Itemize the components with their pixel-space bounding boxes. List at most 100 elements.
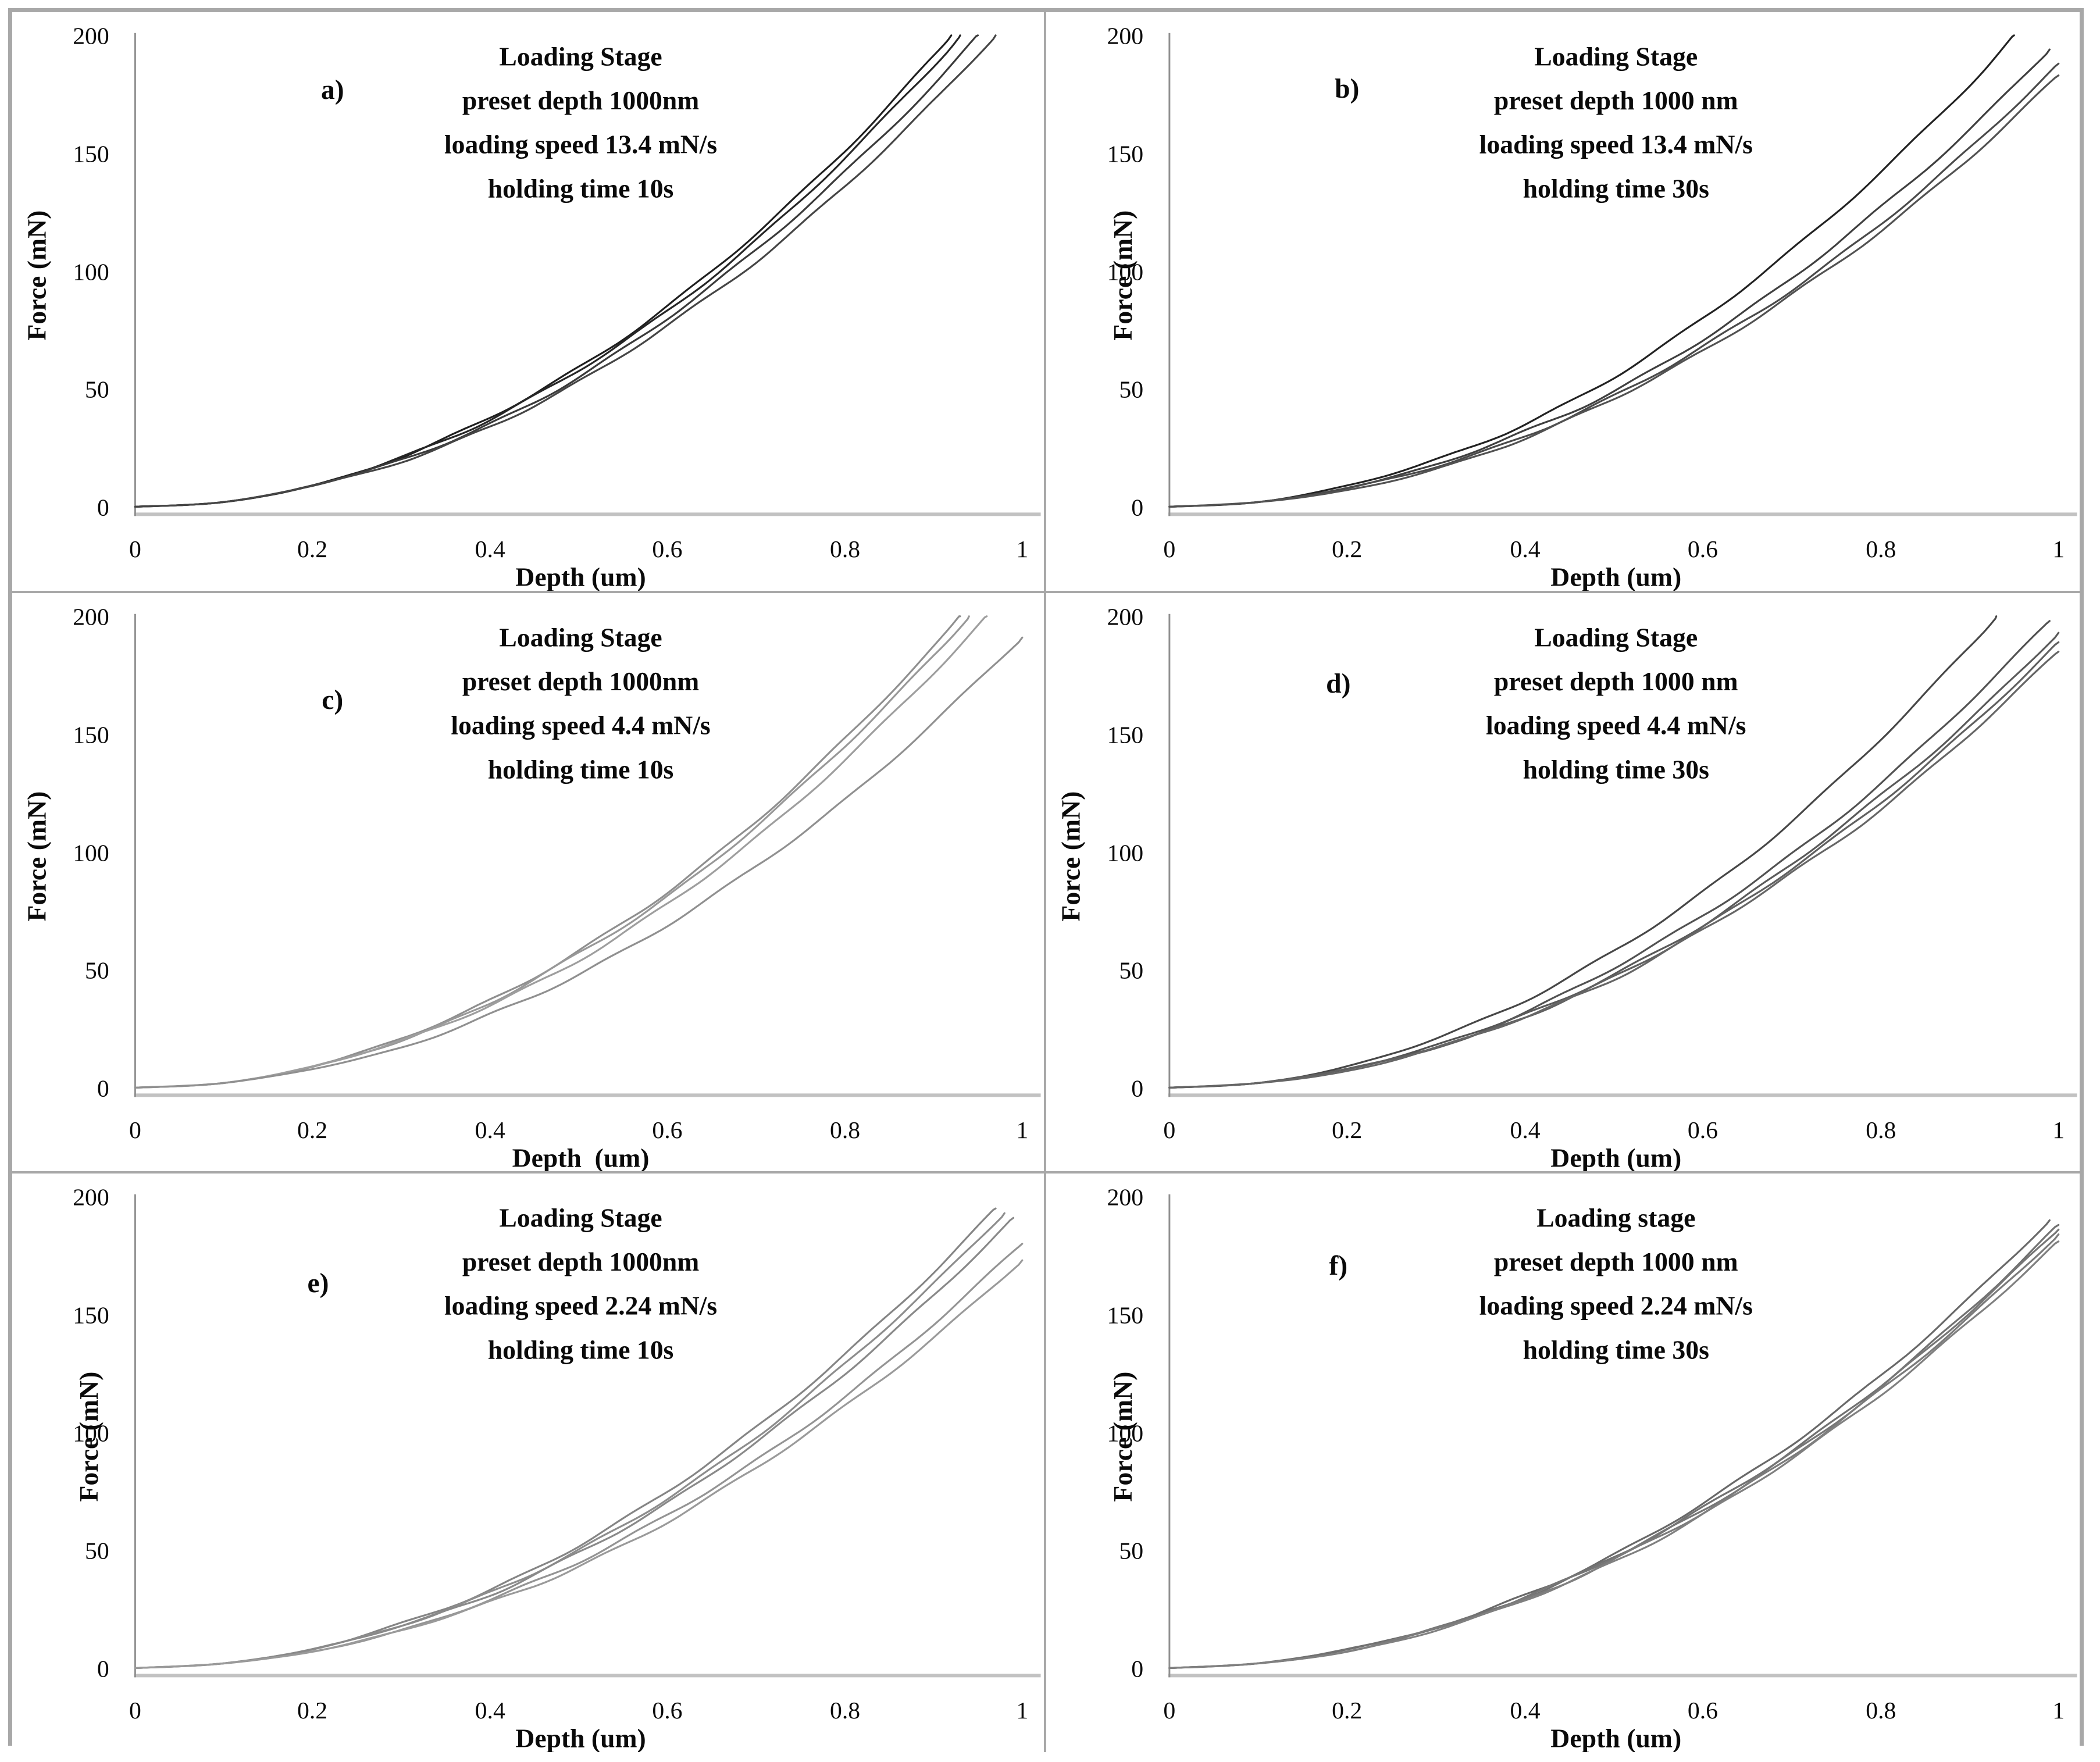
- x-tick-label: 0.8: [830, 1117, 860, 1144]
- y-tick-label: 200: [1107, 23, 1143, 50]
- y-axis-label: Force (mN): [22, 211, 52, 341]
- panel-title-line: holding time 10s: [488, 173, 674, 203]
- y-axis-label: Force (mN): [1108, 211, 1138, 341]
- loading-curve-indent-1: [134, 1207, 997, 1670]
- panel-title-line: holding time 30s: [1523, 754, 1709, 784]
- y-tick-label: 100: [73, 840, 109, 866]
- y-tick-label: 50: [1119, 376, 1143, 403]
- panel-title-line: loading speed 13.4 mN/s: [1479, 130, 1752, 159]
- x-tick-label: 0: [1163, 1117, 1175, 1144]
- loading-curve-indent-5: [1168, 1240, 2059, 1670]
- x-tick-label: 1: [2052, 536, 2065, 563]
- panel-title-line: holding time 10s: [488, 754, 674, 784]
- panel-c-cell: 0 50 100 150 200 0 0.2 0.4 0.6 0.8 1 Depth (um) Forc…: [12, 593, 1046, 1174]
- panel-a-chart: 0 50 100 150 200 0 0.2 0.4 0.6 0.8 1 Depth (um) Forc…: [22, 23, 1041, 591]
- x-tick-label: 1: [1016, 536, 1028, 563]
- y-tick-label: 150: [73, 141, 109, 168]
- y-tick-label: 200: [73, 23, 109, 50]
- x-tick-label: 0.8: [1866, 1117, 1896, 1144]
- loading-curve-indent-1: [1168, 615, 1997, 1089]
- x-tick-label: 0.2: [1332, 1117, 1362, 1144]
- x-tick-label: 0.8: [1866, 1697, 1896, 1724]
- x-axis-label: Depth (um): [1550, 562, 1681, 591]
- x-tick-label: 0.2: [297, 536, 327, 563]
- x-tick-label: 0.6: [652, 536, 682, 563]
- x-tick-label: 0: [1163, 1697, 1175, 1724]
- x-tick-label: 0.2: [297, 1697, 327, 1724]
- y-axis-label: Force (mN): [1108, 1372, 1138, 1502]
- panel-title-line: Loading Stage: [1534, 42, 1698, 72]
- y-tick-label: 50: [85, 957, 109, 984]
- x-tick-label: 0: [129, 1117, 141, 1144]
- panel-title-line: Loading stage: [1536, 1203, 1695, 1233]
- x-tick-label: 1: [2052, 1697, 2065, 1724]
- panel-title-line: loading speed 2.24 mN/s: [1479, 1291, 1752, 1321]
- loading-curve-indent-4: [134, 636, 1024, 1089]
- x-tick-label: 0.2: [1332, 536, 1362, 563]
- y-tick-label: 150: [1107, 722, 1143, 748]
- y-tick-label: 100: [1107, 259, 1143, 286]
- y-tick-label: 100: [73, 1421, 109, 1447]
- x-tick-label: 0.2: [1332, 1697, 1362, 1724]
- panel-letter: e): [307, 1268, 329, 1299]
- y-tick-label: 150: [73, 1303, 109, 1329]
- panel-d-chart: 0 50 100 150 200 0 0.2 0.4 0.6 0.8 1 Depth (um) Forc…: [1056, 604, 2077, 1171]
- panel-letter: c): [322, 685, 343, 715]
- y-tick-label: 0: [97, 494, 109, 521]
- x-tick-label: 0: [129, 1697, 141, 1724]
- loading-curve-indent-1: [1168, 34, 2015, 508]
- panel-title-line: loading speed 13.4 mN/s: [444, 130, 717, 159]
- y-tick-label: 0: [97, 1656, 109, 1683]
- x-axis-label: Depth (um): [512, 1143, 650, 1171]
- panel-f-cell: 0 50 100 150 200 0 0.2 0.4 0.6 0.8 1 Depth (um) Forc…: [1046, 1174, 2080, 1753]
- panel-title-line: loading speed 4.4 mN/s: [451, 710, 710, 740]
- x-tick-label: 0.8: [1866, 536, 1896, 563]
- loading-curve-indent-3: [134, 615, 988, 1089]
- x-axis-label: Depth (um): [1550, 1143, 1681, 1171]
- x-tick-label: 1: [2052, 1117, 2065, 1144]
- panel-f-chart: 0 50 100 150 200 0 0.2 0.4 0.6 0.8 1 Depth (um) Forc…: [1107, 1185, 2077, 1752]
- x-tick-label: 0: [1163, 536, 1175, 563]
- panel-a-cell: 0 50 100 150 200 0 0.2 0.4 0.6 0.8 1 Depth (um) Forc…: [12, 12, 1046, 593]
- x-tick-label: 1: [1016, 1117, 1028, 1144]
- panel-title-line: Loading Stage: [1534, 622, 1698, 652]
- panel-e-cell: 0 50 100 150 200 0 0.2 0.4 0.6 0.8 1 Depth (um) Forc…: [12, 1174, 1046, 1753]
- panel-title-line: preset depth 1000nm: [462, 666, 699, 696]
- y-tick-label: 150: [73, 722, 109, 748]
- y-tick-label: 0: [97, 1075, 109, 1102]
- x-tick-label: 0.4: [475, 1117, 505, 1144]
- panel-d-cell: 0 50 100 150 200 0 0.2 0.4 0.6 0.8 1 Depth (um) Forc…: [1046, 593, 2080, 1174]
- x-tick-label: 0.6: [1687, 1697, 1717, 1724]
- panel-grid: 0 50 100 150 200 0 0.2 0.4 0.6 0.8 1 Depth (um) Forc…: [12, 12, 2080, 1753]
- x-tick-label: 0.4: [475, 536, 505, 563]
- panel-e-chart: 0 50 100 150 200 0 0.2 0.4 0.6 0.8 1 Depth (um) Forc…: [73, 1185, 1041, 1752]
- y-tick-label: 50: [1119, 957, 1143, 984]
- y-tick-label: 100: [1107, 840, 1143, 866]
- panel-title-line: Loading Stage: [499, 41, 662, 71]
- x-tick-label: 0.6: [1687, 1117, 1717, 1144]
- x-tick-label: 0.2: [297, 1117, 327, 1144]
- y-tick-label: 100: [73, 259, 109, 286]
- loading-curve-indent-4: [134, 34, 997, 508]
- y-tick-label: 200: [73, 604, 109, 630]
- x-tick-label: 0.6: [652, 1117, 682, 1144]
- panel-title-line: holding time 10s: [488, 1335, 674, 1365]
- x-tick-label: 0.6: [1687, 536, 1717, 563]
- x-axis-label: Depth (um): [515, 1724, 646, 1752]
- y-tick-label: 50: [85, 376, 109, 403]
- y-tick-label: 200: [1107, 1185, 1143, 1211]
- loading-curve-indent-3: [1168, 62, 2059, 508]
- panel-letter: a): [321, 75, 344, 105]
- panel-title-line: loading speed 4.4 mN/s: [1486, 710, 1746, 740]
- panel-letter: f): [1329, 1250, 1347, 1281]
- y-tick-label: 50: [85, 1538, 109, 1565]
- y-tick-label: 0: [1131, 494, 1143, 521]
- y-axis-label: Force (mN): [74, 1372, 104, 1502]
- y-tick-label: 200: [1107, 604, 1143, 630]
- panel-b-chart: 0 50 100 150 200 0 0.2 0.4 0.6 0.8 1 Depth (um) Forc…: [1107, 23, 2077, 591]
- panel-title-line: holding time 30s: [1523, 1335, 1709, 1365]
- y-tick-label: 200: [73, 1185, 109, 1211]
- x-axis-label: Depth (um): [1550, 1724, 1681, 1752]
- y-tick-label: 50: [1119, 1538, 1143, 1565]
- x-tick-label: 0.8: [830, 1697, 860, 1724]
